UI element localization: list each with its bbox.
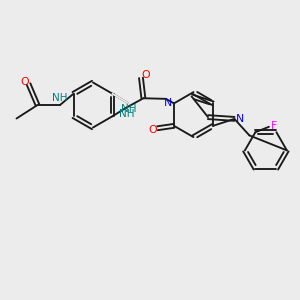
Text: O: O: [141, 70, 150, 80]
Text: N: N: [164, 98, 172, 108]
Text: O: O: [21, 77, 29, 87]
Text: NH: NH: [121, 104, 136, 114]
Text: F: F: [271, 121, 277, 131]
Text: O: O: [149, 125, 157, 135]
Text: N: N: [236, 115, 244, 124]
Text: NH: NH: [52, 93, 68, 103]
Text: NH: NH: [119, 110, 135, 119]
